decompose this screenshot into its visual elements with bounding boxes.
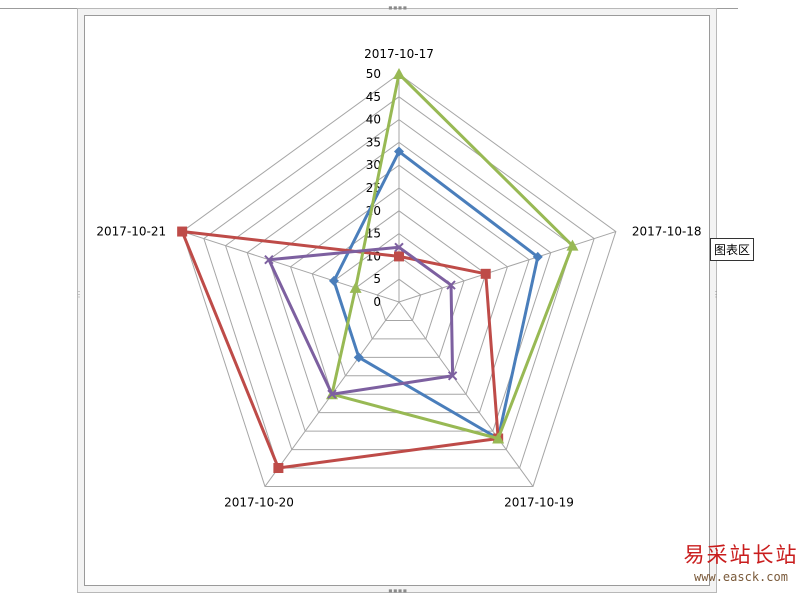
radial-tick-label: 30 — [366, 158, 381, 172]
category-label: 2017-10-18 — [632, 225, 702, 239]
data-point-diamond — [394, 146, 404, 157]
radial-tick-label: 5 — [373, 272, 381, 286]
series-line — [332, 150, 540, 440]
grid-ring — [355, 255, 443, 340]
chart-area-frame[interactable]: 0 5 10 15 20 25 30 35 40 45 50 2017-10-17 2017-10-18… — [75, 4, 720, 595]
resize-handle-top[interactable]: ▪▪▪▪ — [388, 3, 408, 12]
grid-ring — [181, 73, 617, 487]
grid-ring — [224, 118, 574, 451]
data-point-diamond — [353, 352, 364, 363]
radial-tick-label: 40 — [366, 113, 381, 127]
data-point-triangle — [393, 68, 405, 79]
data-point-diamond — [328, 275, 339, 286]
grid-ring — [246, 141, 552, 432]
category-label: 2017-10-21 — [96, 225, 166, 239]
series-line — [267, 245, 455, 396]
grid-ring — [376, 278, 422, 321]
radial-tick-label: 15 — [366, 227, 381, 241]
grid-ring — [289, 187, 509, 395]
data-point-x — [264, 255, 274, 265]
series-line — [330, 72, 574, 440]
radial-tick-label: 35 — [366, 135, 381, 149]
data-point-square — [394, 251, 404, 262]
category-label: 2017-10-20 — [224, 495, 294, 509]
data-point-square — [480, 268, 491, 279]
watermark: 易采站长站 www.easck.com — [682, 541, 800, 585]
plot-area[interactable]: 0 5 10 15 20 25 30 35 40 45 50 2017-10-17 2017-10-18… — [84, 15, 710, 586]
resize-handle-bottom[interactable]: ▪▪▪▪ — [388, 586, 408, 595]
data-point-x — [327, 389, 337, 399]
radar-chart: 051015202530354045502017-10-172017-10-18… — [96, 47, 702, 509]
grid-ring — [311, 210, 487, 377]
grid-spoke — [182, 231, 400, 303]
data-point-square — [177, 226, 188, 237]
grid-spoke — [398, 301, 534, 487]
data-point-triangle — [566, 239, 579, 251]
data-point-x — [394, 242, 404, 252]
series-line — [180, 230, 500, 470]
chart-area-tooltip: 图表区 — [710, 238, 755, 261]
data-point-triangle — [349, 281, 362, 293]
watermark-url: www.easck.com — [694, 570, 788, 584]
resize-handle-right[interactable]: ⋮ — [712, 290, 720, 299]
category-label: 2017-10-17 — [364, 47, 434, 61]
data-point-x — [446, 280, 456, 290]
resize-handle-left[interactable]: ⋮ — [75, 290, 83, 299]
data-point-triangle — [492, 432, 505, 444]
data-point-x — [447, 371, 458, 381]
radial-tick-label: 0 — [373, 295, 381, 309]
grid-spoke — [398, 231, 616, 303]
watermark-title: 易采站长站 — [683, 543, 799, 567]
radial-tick-label: 50 — [366, 67, 381, 81]
radial-tick-label: 45 — [366, 90, 381, 104]
data-point-diamond — [532, 251, 543, 262]
grid-ring — [333, 232, 465, 358]
data-point-square — [273, 463, 284, 474]
grid-ring — [203, 96, 595, 469]
category-label: 2017-10-19 — [504, 495, 574, 509]
